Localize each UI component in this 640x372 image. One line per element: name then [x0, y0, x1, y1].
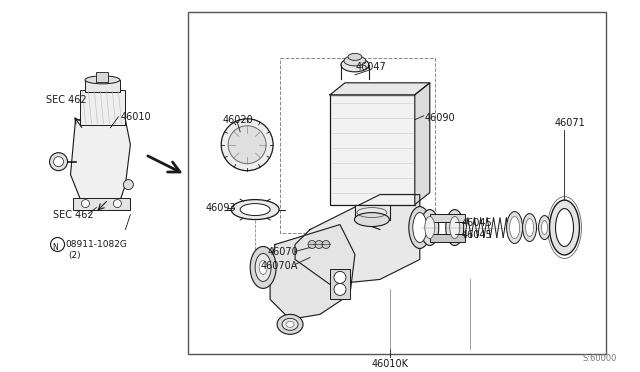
- Ellipse shape: [49, 153, 67, 171]
- Circle shape: [81, 200, 90, 208]
- Polygon shape: [270, 225, 355, 319]
- Ellipse shape: [255, 253, 271, 282]
- Circle shape: [334, 272, 346, 283]
- Circle shape: [334, 283, 346, 295]
- Bar: [430, 214, 465, 222]
- Ellipse shape: [425, 217, 435, 238]
- Text: 46071: 46071: [554, 118, 585, 128]
- Bar: [81, 90, 125, 125]
- Text: 46045: 46045: [461, 218, 492, 228]
- Ellipse shape: [523, 214, 536, 241]
- Ellipse shape: [221, 119, 273, 171]
- Ellipse shape: [538, 215, 550, 240]
- Circle shape: [124, 180, 133, 190]
- Ellipse shape: [228, 126, 266, 164]
- Ellipse shape: [507, 212, 523, 244]
- Circle shape: [51, 237, 65, 251]
- Text: 46070A: 46070A: [260, 262, 298, 272]
- Bar: [330, 269, 350, 299]
- Polygon shape: [330, 83, 430, 95]
- Bar: [97, 72, 108, 82]
- Ellipse shape: [355, 212, 389, 227]
- Ellipse shape: [550, 200, 579, 255]
- Ellipse shape: [556, 209, 573, 247]
- Text: 46093: 46093: [205, 203, 236, 212]
- Text: (2): (2): [68, 251, 81, 260]
- Circle shape: [315, 241, 323, 248]
- Text: 08911-1082G: 08911-1082G: [65, 240, 127, 248]
- Circle shape: [113, 200, 122, 208]
- Ellipse shape: [445, 209, 464, 246]
- Ellipse shape: [250, 247, 276, 288]
- Text: SEC 462: SEC 462: [52, 209, 93, 219]
- Ellipse shape: [286, 321, 294, 327]
- Text: 46020: 46020: [222, 115, 253, 125]
- Bar: [188, 12, 607, 354]
- Polygon shape: [415, 83, 430, 205]
- Text: 46010K: 46010K: [371, 359, 408, 369]
- Ellipse shape: [420, 209, 439, 246]
- Bar: [86, 80, 120, 92]
- Ellipse shape: [541, 221, 548, 234]
- Ellipse shape: [240, 203, 270, 215]
- Ellipse shape: [282, 318, 298, 330]
- Ellipse shape: [344, 56, 366, 66]
- Circle shape: [322, 241, 330, 248]
- Bar: [330, 95, 415, 205]
- Ellipse shape: [450, 217, 460, 238]
- Ellipse shape: [85, 76, 120, 84]
- Ellipse shape: [509, 217, 520, 238]
- Text: 46045: 46045: [461, 230, 492, 240]
- Ellipse shape: [231, 200, 279, 219]
- Ellipse shape: [348, 54, 362, 60]
- Polygon shape: [70, 120, 131, 200]
- Text: 46090: 46090: [425, 113, 456, 123]
- Text: N: N: [52, 243, 58, 251]
- Ellipse shape: [525, 219, 534, 237]
- Bar: [355, 205, 390, 219]
- Bar: [430, 234, 465, 241]
- Ellipse shape: [54, 157, 63, 167]
- Bar: [72, 198, 131, 209]
- Ellipse shape: [341, 58, 369, 72]
- Polygon shape: [295, 195, 420, 285]
- Text: SEC 462: SEC 462: [45, 95, 86, 105]
- Text: 46047: 46047: [356, 62, 387, 72]
- Text: 46010: 46010: [120, 112, 151, 122]
- Bar: [280, 58, 435, 232]
- Ellipse shape: [277, 314, 303, 334]
- Text: S:60000: S:60000: [582, 354, 616, 363]
- Ellipse shape: [413, 212, 427, 243]
- Ellipse shape: [409, 206, 431, 248]
- Circle shape: [308, 241, 316, 248]
- Ellipse shape: [259, 260, 267, 275]
- Text: 46070: 46070: [267, 247, 298, 257]
